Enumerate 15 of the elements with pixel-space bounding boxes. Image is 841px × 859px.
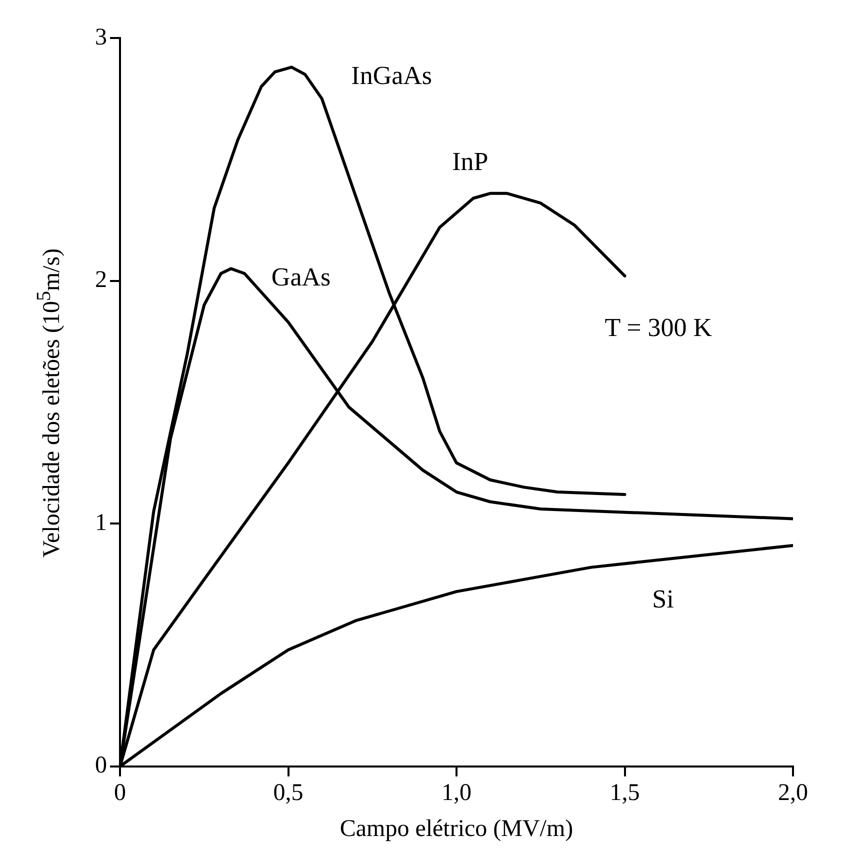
series-label: InP	[452, 147, 488, 176]
x-tick-label: 2,0	[778, 780, 808, 806]
y-tick-label: 2	[95, 267, 107, 294]
series-label: InGaAs	[351, 60, 432, 90]
x-axis-title: Campo elétrico (MV/m)	[340, 816, 574, 842]
series-label: GaAs	[271, 262, 331, 292]
series-label: Si	[652, 584, 674, 614]
x-tick-label: 1,0	[442, 780, 472, 806]
y-tick-label: 1	[95, 510, 107, 536]
y-tick-label: 3	[95, 24, 107, 50]
annotation: T = 300 K	[604, 313, 712, 342]
x-tick-label: 0	[114, 780, 126, 806]
x-tick-label: 1,5	[610, 780, 640, 806]
x-tick-label: 0,5	[273, 780, 304, 806]
y-tick-label: 0	[95, 752, 107, 779]
